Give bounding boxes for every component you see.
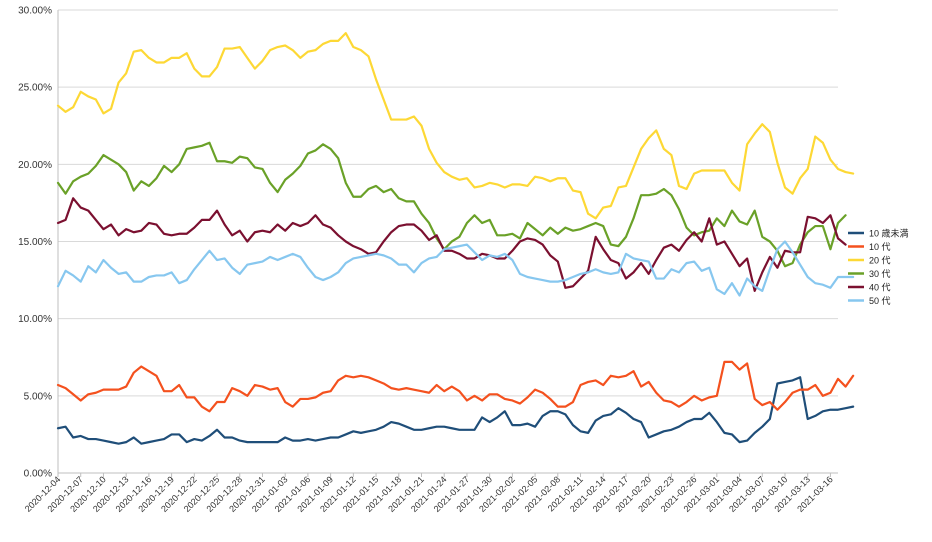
legend-label-4: 30 代 [869, 269, 891, 279]
grid-layer [58, 9, 838, 474]
series-line-4 [56, 141, 847, 268]
series-line-1 [56, 376, 855, 445]
legend: 10 歳未満 10 代 20 代 30 代 40 代 50 代 [848, 228, 909, 306]
legend-label-2: 10 代 [869, 242, 891, 252]
legend-label-1: 10 歳未満 [869, 228, 909, 239]
series-line-5 [56, 197, 847, 292]
y-tick-label: 15.00% [18, 237, 52, 248]
legend-label-3: 20 代 [869, 256, 891, 266]
series-line-6 [56, 240, 855, 297]
series-line-3 [56, 32, 855, 220]
y-tick-label: 5.00% [24, 391, 52, 402]
x-axis: 2020-12-042020-12-072020-12-102020-12-13… [23, 472, 838, 514]
y-tick-label: 30.00% [18, 6, 52, 17]
y-axis: 0.00% 5.00% 10.00% 15.00% 20.00% 25.00% 30.00% [18, 6, 59, 480]
series-line-2 [56, 360, 855, 413]
y-tick-label: 10.00% [18, 314, 52, 325]
legend-label-6: 50 代 [869, 296, 891, 306]
y-tick-label: 0.00% [24, 469, 52, 480]
y-tick-label: 20.00% [18, 160, 52, 171]
legend-label-5: 40 代 [869, 283, 891, 293]
y-tick-label: 25.00% [18, 83, 52, 94]
series-layer [56, 32, 855, 445]
